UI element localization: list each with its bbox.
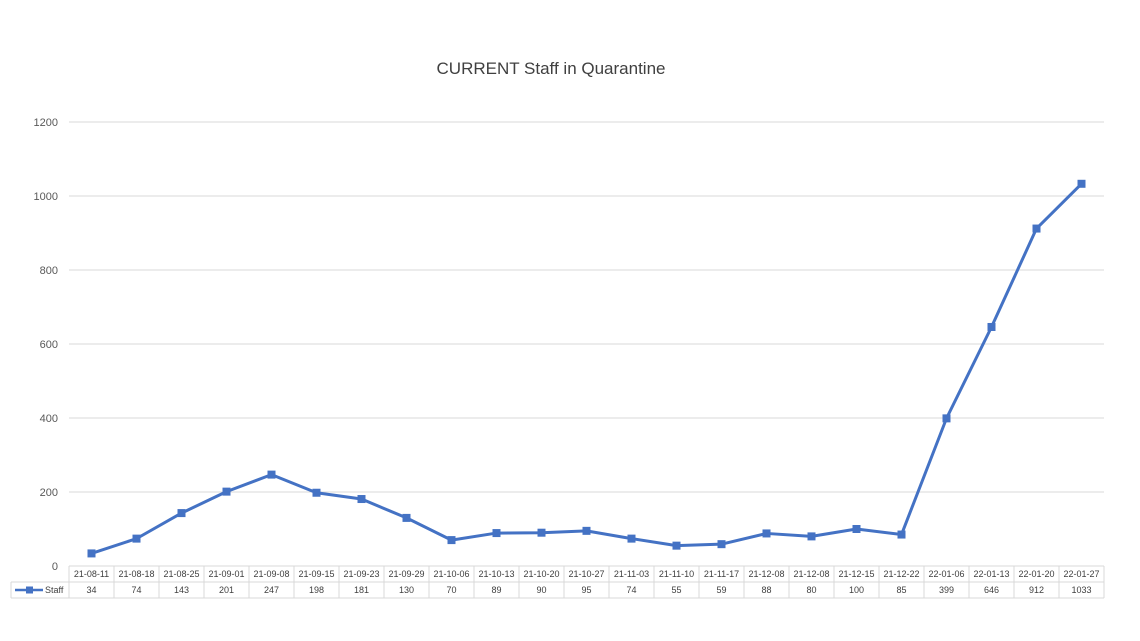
table-value: 181 <box>354 585 369 595</box>
data-point <box>762 529 771 538</box>
data-point <box>582 526 591 535</box>
data-point <box>987 322 996 331</box>
table-value: 34 <box>86 585 96 595</box>
table-value: 1033 <box>1071 585 1091 595</box>
data-point <box>537 528 546 537</box>
x-category-label: 21-12-15 <box>838 569 874 579</box>
table-value: 201 <box>219 585 234 595</box>
data-point <box>897 530 906 539</box>
data-point <box>492 529 501 538</box>
table-value: 88 <box>761 585 771 595</box>
data-point <box>1032 224 1041 233</box>
data-point <box>402 513 411 522</box>
data-point <box>672 541 681 550</box>
x-category-label: 21-09-15 <box>298 569 334 579</box>
series-line <box>91 182 1083 555</box>
table-value: 247 <box>264 585 279 595</box>
table-value: 912 <box>1029 585 1044 595</box>
y-axis-tick-labels: 0 200 400 600 800 1000 1200 <box>34 117 58 573</box>
table-value: 74 <box>626 585 636 595</box>
table-value: 143 <box>174 585 189 595</box>
x-category-label: 21-12-08 <box>748 569 784 579</box>
x-category-label: 21-09-23 <box>343 569 379 579</box>
table-value: 198 <box>309 585 324 595</box>
legend-label: Staff <box>45 585 64 595</box>
x-category-label: 21-08-25 <box>163 569 199 579</box>
y-tick-label: 800 <box>40 265 58 277</box>
data-point <box>807 532 816 541</box>
series-staff <box>87 179 1086 558</box>
x-category-label: 21-11-17 <box>704 569 739 579</box>
table-value: 74 <box>131 585 141 595</box>
legend-marker <box>26 586 33 594</box>
y-tick-label: 400 <box>40 413 58 425</box>
table-value: 55 <box>671 585 681 595</box>
data-point <box>717 540 726 549</box>
chart-title: CURRENT Staff in Quarantine <box>437 59 666 78</box>
gridlines <box>69 121 1104 493</box>
data-point <box>852 525 861 533</box>
data-table: 21-08-11 34 21-08-18 74 21-08-25 143 21-09-01 2… <box>10 565 1105 599</box>
x-category-label: 21-11-03 <box>614 569 649 579</box>
x-category-label: 21-10-27 <box>568 569 604 579</box>
data-point <box>1077 179 1086 188</box>
y-tick-label: 200 <box>40 487 58 499</box>
data-point <box>312 488 321 497</box>
x-category-label: 21-09-08 <box>253 569 289 579</box>
table-value: 85 <box>896 585 906 595</box>
table-value: 95 <box>581 585 591 595</box>
x-category-label: 21-11-10 <box>659 569 694 579</box>
x-category-label: 21-12-08 <box>793 569 829 579</box>
table-value: 70 <box>446 585 456 595</box>
data-point <box>627 534 636 543</box>
x-category-label: 22-01-06 <box>928 569 964 579</box>
table-value: 80 <box>806 585 816 595</box>
x-category-label: 21-08-18 <box>118 569 154 579</box>
table-value: 90 <box>536 585 546 595</box>
table-value: 89 <box>491 585 501 595</box>
data-point <box>87 549 96 558</box>
table-value: 399 <box>939 585 954 595</box>
x-category-label: 21-10-13 <box>478 569 514 579</box>
x-category-label: 21-08-11 <box>74 569 109 579</box>
x-category-label: 21-09-01 <box>208 569 244 579</box>
y-tick-label: 0 <box>52 561 58 573</box>
x-category-label: 21-10-06 <box>433 569 469 579</box>
y-tick-label: 1200 <box>34 117 58 129</box>
table-value: 59 <box>716 585 726 595</box>
x-category-label: 21-09-29 <box>388 569 424 579</box>
x-category-label: 21-12-22 <box>883 569 919 579</box>
x-category-label: 21-10-20 <box>523 569 559 579</box>
data-point <box>942 414 951 423</box>
data-point <box>447 536 456 545</box>
y-tick-label: 1000 <box>34 191 58 203</box>
x-category-label: 22-01-27 <box>1063 569 1099 579</box>
y-tick-label: 600 <box>40 339 58 351</box>
data-point <box>177 509 186 518</box>
table-value: 646 <box>984 585 999 595</box>
table-value: 130 <box>399 585 414 595</box>
x-category-label: 22-01-13 <box>973 569 1009 579</box>
data-point <box>357 495 366 504</box>
data-point <box>132 534 141 543</box>
data-point <box>267 470 276 479</box>
x-category-label: 22-01-20 <box>1018 569 1054 579</box>
data-point <box>222 487 231 496</box>
table-value: 100 <box>849 585 864 595</box>
